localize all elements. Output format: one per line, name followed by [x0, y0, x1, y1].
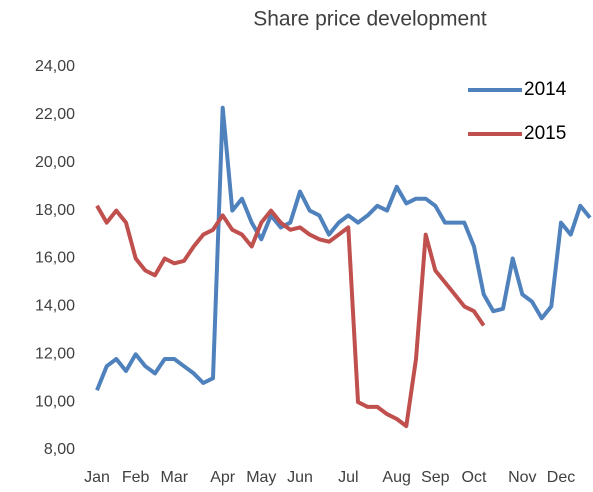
y-tick-label: 24,00: [35, 58, 75, 75]
y-tick-label: 12,00: [35, 345, 75, 362]
y-tick-label: 20,00: [35, 154, 75, 171]
x-tick-label: May: [246, 469, 276, 486]
y-tick-label: 22,00: [35, 106, 75, 123]
y-tick-label: 18,00: [35, 202, 75, 219]
x-tick-label: Apr: [210, 469, 236, 486]
y-tick-label: 10,00: [35, 393, 75, 410]
y-tick-label: 16,00: [35, 250, 75, 267]
x-tick-label: Nov: [508, 469, 536, 486]
x-tick-label: Sep: [421, 469, 450, 486]
y-tick-label: 8,00: [44, 441, 75, 458]
line-series: [95, 105, 592, 391]
line-series: [95, 204, 486, 429]
x-tick-label: Dec: [547, 469, 575, 486]
x-tick-label: Mar: [161, 469, 189, 486]
x-tick-label: Oct: [462, 469, 487, 486]
x-tick-label: Jul: [338, 469, 358, 486]
y-tick-label: 14,00: [35, 298, 75, 315]
legend-label: 2015: [524, 123, 566, 144]
legend-label: 2014: [524, 79, 567, 100]
x-tick-label: Jan: [84, 469, 110, 486]
chart-title: Share price development: [253, 8, 487, 31]
x-tick-label: Jun: [287, 469, 313, 486]
x-tick-label: Feb: [122, 469, 150, 486]
x-tick-label: Aug: [382, 469, 410, 486]
